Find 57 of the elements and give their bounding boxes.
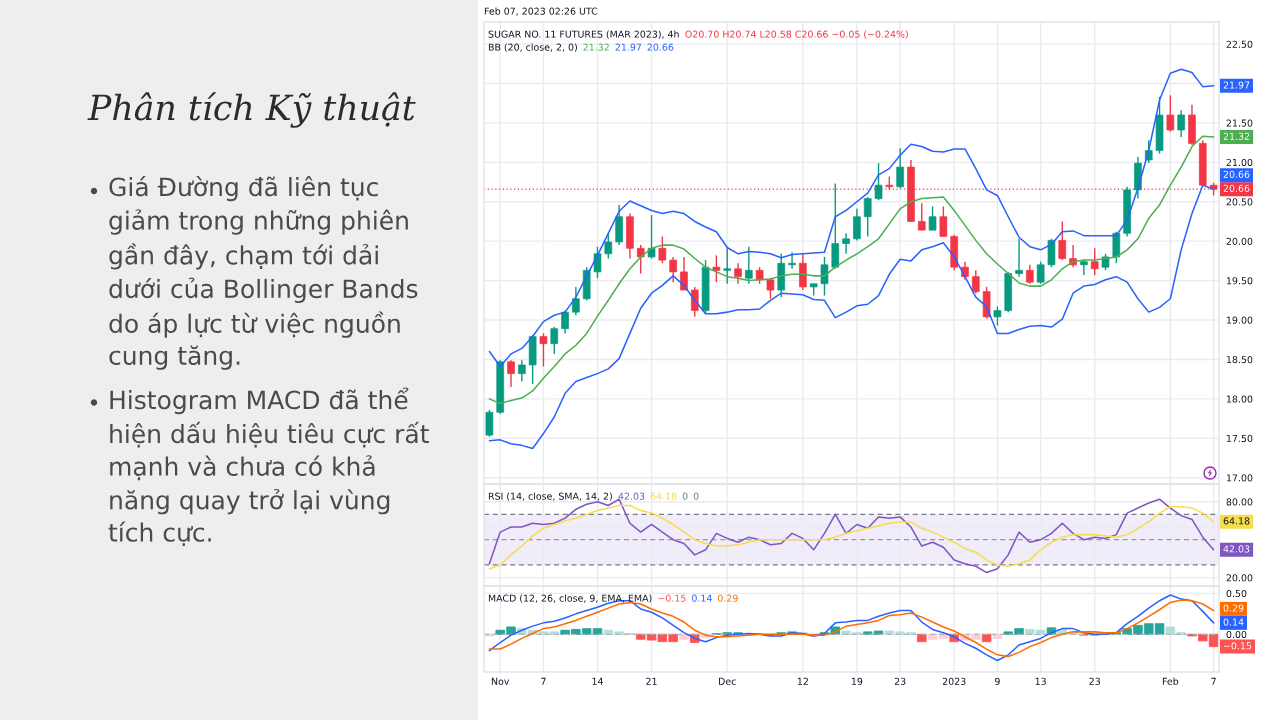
data-label: 42.03	[1223, 545, 1250, 553]
data-label: −0.15	[1224, 642, 1252, 650]
text: 42.03	[618, 492, 645, 500]
text: 21.97	[615, 43, 642, 51]
annotation: 0	[682, 492, 688, 500]
data-label: 21.97	[1223, 81, 1250, 89]
text: 21.32	[583, 43, 609, 51]
data-label: 20.66	[1223, 170, 1250, 178]
x-tick-label: 23	[894, 677, 906, 685]
text: Feb 07, 2023 02:26 UTC	[484, 7, 598, 16]
y-tick-label: 20.50	[1226, 198, 1253, 206]
text: 0.29	[718, 594, 738, 602]
x-tick-label: Feb	[1162, 677, 1179, 685]
y-tick-label: 20.00	[1226, 574, 1253, 582]
y-tick-label: 0.00	[1226, 630, 1247, 639]
x-tick-label: 9	[995, 677, 1000, 685]
y-tick-label: 17.00	[1226, 474, 1253, 482]
x-tick-label: 19	[851, 677, 863, 685]
data-label: 0.14	[1223, 618, 1244, 626]
y-tick-label: 19.50	[1226, 277, 1253, 285]
data-label: 0.29	[1223, 604, 1244, 612]
legend-title: BB (20, close, 2, 0)	[488, 43, 577, 52]
text: −0.15	[658, 594, 686, 602]
text: 20.66	[647, 43, 674, 51]
y-tick-label: 22.50	[1226, 40, 1253, 48]
y-tick-label: 21.00	[1226, 158, 1253, 167]
y-tick-label: 19.00	[1226, 316, 1253, 324]
x-tick-label: 13	[1035, 677, 1046, 685]
x-tick-label: 2023	[942, 677, 966, 685]
y-tick-label: 17.50	[1226, 434, 1253, 442]
x-tick-label: 7	[541, 677, 546, 685]
text: 64.18	[650, 492, 677, 500]
x-tick-label: 23	[1089, 677, 1100, 685]
y-tick-label: 0.50	[1226, 589, 1247, 598]
data-label: 64.18	[1223, 517, 1250, 525]
annotation: 0	[693, 492, 699, 500]
x-tick-label: 7	[1211, 677, 1216, 685]
text: Giá Đường đã liên tục giảm trong những phiên gần đây, chạm tới dải dưới của Bollinger Bands do áp lực từ việc nguồn cung tăng.	[109, 176, 418, 370]
legend-title: RSI (14, close, SMA, 14, 2)	[488, 492, 612, 501]
text: 0.14	[692, 594, 712, 602]
text: Histogram MACD đã thể hiện dấu hiệu tiêu cực rất mạnh và chưa có khả năng quay trở lại vùng tích cực.	[108, 387, 429, 547]
legend-title: MACD (12, 26, close, 9, EMA, EMA)	[488, 594, 652, 603]
x-tick-label: 14	[592, 677, 603, 685]
x-tick-label: 21	[646, 677, 657, 685]
y-tick-label: 18.50	[1226, 356, 1253, 364]
x-tick-label: Nov	[491, 677, 510, 685]
ref-line-label: 20.66	[1223, 184, 1250, 192]
text: O20.70 H20.74 L20.58 C20.66 −0.05 (−0.24%)	[685, 30, 908, 39]
y-tick-label: 80.00	[1226, 498, 1253, 506]
text: Phân tích Kỹ thuật	[87, 92, 416, 128]
y-tick-label: 21.50	[1226, 119, 1253, 127]
y-tick-label: 18.00	[1226, 395, 1253, 403]
y-tick-label: 20.00	[1226, 237, 1253, 245]
text: SUGAR NO. 11 FUTURES (MAR 2023), 4h	[488, 30, 679, 39]
x-tick-label: 12	[797, 677, 808, 685]
data-label: 21.32	[1223, 132, 1250, 140]
x-tick-label: Dec	[718, 677, 736, 685]
